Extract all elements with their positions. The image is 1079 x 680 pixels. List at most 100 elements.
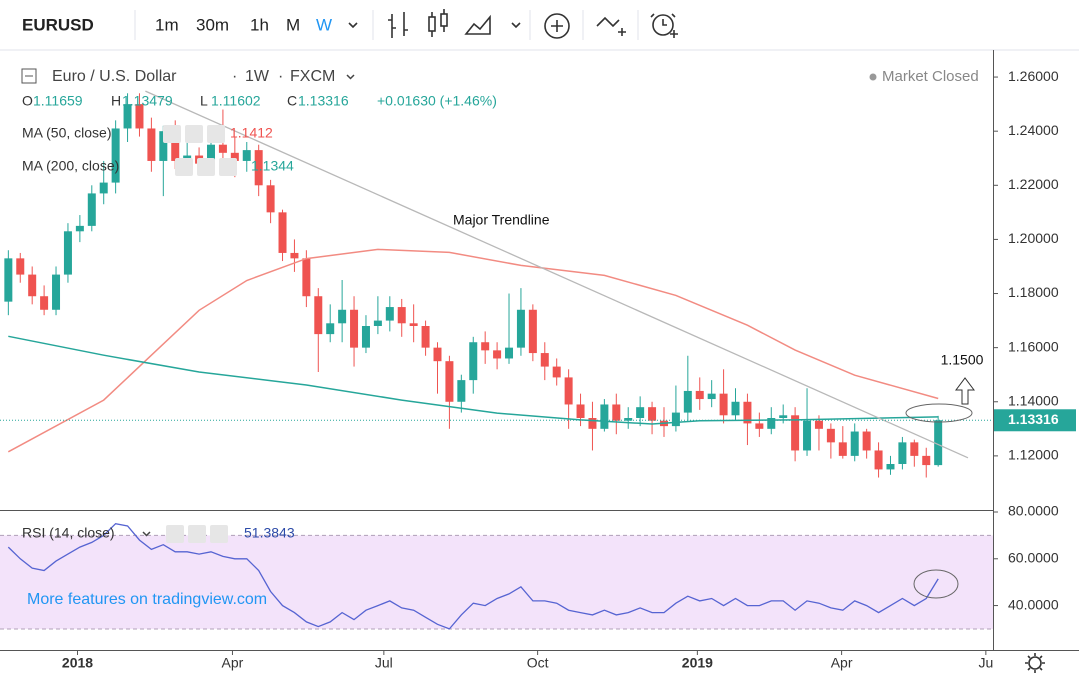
candle-body	[206, 144, 215, 164]
x-tick-label: 2018	[62, 655, 93, 671]
candle-body	[719, 393, 728, 416]
bars-icon[interactable]	[388, 12, 408, 38]
candle-body	[123, 104, 132, 129]
last-price-label: 1.13316	[1008, 411, 1059, 427]
interval-button[interactable]: W	[316, 15, 332, 34]
change: +0.01630 (+1.46%)	[377, 93, 497, 109]
x-tick-label: Apr	[222, 655, 244, 671]
candle-body	[385, 307, 394, 321]
candle-body	[218, 144, 227, 153]
symbol[interactable]: EURUSD	[22, 15, 94, 34]
candle-body	[469, 342, 478, 381]
close-icon[interactable]	[219, 158, 237, 176]
candle-body	[505, 347, 514, 359]
eye-icon[interactable]	[163, 125, 181, 143]
candle-body	[481, 342, 490, 351]
ohlc-value: 1.11602	[211, 93, 261, 109]
ohlc-letter: C	[287, 93, 297, 109]
candle-body	[171, 131, 180, 161]
candle-body	[743, 401, 752, 424]
ohlc-value: 1.11659	[33, 93, 83, 109]
interval-button[interactable]: 1m	[155, 15, 179, 34]
interval-button[interactable]: 1h	[250, 15, 269, 34]
candle-body	[922, 455, 931, 466]
dropdown-icon[interactable]	[142, 531, 151, 537]
candle-body	[75, 225, 84, 232]
rsi-legend: RSI (14, close)	[22, 525, 115, 541]
x-tick-label: Ju	[978, 655, 993, 671]
dropdown-icon[interactable]	[348, 22, 358, 29]
candle-body	[254, 150, 263, 186]
candle-body	[99, 182, 108, 194]
settings-icon[interactable]	[197, 158, 215, 176]
y-tick-label: 1.24000	[1008, 122, 1059, 138]
settings-gear[interactable]	[1025, 653, 1045, 673]
candle-body	[421, 326, 430, 348]
eye-icon[interactable]	[166, 525, 184, 543]
dot: ·	[232, 68, 237, 85]
y-tick-label: 1.26000	[1008, 68, 1059, 84]
ohlc-letter: L	[200, 93, 208, 109]
watermark[interactable]: More features on tradingview.com	[27, 591, 267, 608]
close-icon[interactable]	[210, 525, 228, 543]
y-tick-label: 1.20000	[1008, 230, 1059, 246]
candle-body	[338, 309, 347, 324]
candle-body	[266, 185, 275, 213]
candle-body	[934, 420, 943, 466]
candle-body	[814, 420, 823, 429]
y-tick-label: 1.22000	[1008, 176, 1059, 192]
candle-body	[600, 404, 609, 429]
candle-body	[409, 323, 418, 326]
settings-icon[interactable]	[185, 125, 203, 143]
candle-body	[862, 431, 871, 451]
settings-icon[interactable]	[188, 525, 206, 543]
candle-body	[564, 377, 573, 405]
candle-body	[457, 380, 466, 402]
eye-icon[interactable]	[175, 158, 193, 176]
ma-value: 1.1344	[251, 158, 294, 174]
trendline	[145, 90, 969, 459]
indicators-icon[interactable]	[596, 16, 626, 36]
compare-icon[interactable]	[544, 13, 570, 39]
candle-body	[898, 442, 907, 464]
dropdown-icon[interactable]	[346, 74, 355, 80]
candle-body	[850, 431, 859, 456]
highlight-ellipse	[905, 403, 973, 423]
candle-body	[242, 150, 251, 161]
dropdown-icon[interactable]	[511, 22, 521, 29]
interval: 1W	[245, 68, 270, 85]
moving-average	[7, 248, 939, 453]
interval-button[interactable]: M	[286, 15, 300, 34]
alert-icon[interactable]	[650, 13, 678, 38]
candle-body	[87, 193, 96, 226]
candle-body	[838, 442, 847, 456]
highlight-ellipse	[913, 569, 959, 599]
candle-body	[445, 361, 454, 402]
candle-body	[28, 274, 37, 297]
ma-value: 1.1412	[230, 125, 273, 141]
candle-body	[636, 407, 645, 418]
status-dot	[869, 73, 877, 81]
trendline-label: Major Trendline	[453, 212, 550, 228]
source: FXCM	[290, 68, 335, 85]
candle-body	[874, 450, 883, 470]
close-icon[interactable]	[207, 125, 225, 143]
candle-body	[302, 258, 311, 297]
ma-legend: MA (200, close)	[22, 158, 119, 174]
candle-body	[552, 366, 561, 378]
candle-body	[16, 258, 25, 275]
candles-icon[interactable]	[428, 9, 448, 37]
collapse-icon[interactable]	[21, 68, 37, 84]
candle-body	[588, 418, 597, 429]
candle-body	[4, 258, 13, 302]
interval-button[interactable]: 30m	[196, 15, 229, 34]
rsi-tick-label: 80.0000	[1008, 503, 1059, 519]
area-icon[interactable]	[464, 14, 491, 35]
target-label: 1.1500	[941, 351, 984, 367]
candle-body	[147, 128, 156, 161]
candle-body	[671, 412, 680, 427]
candle-body	[576, 404, 585, 418]
candle-body	[683, 390, 692, 413]
